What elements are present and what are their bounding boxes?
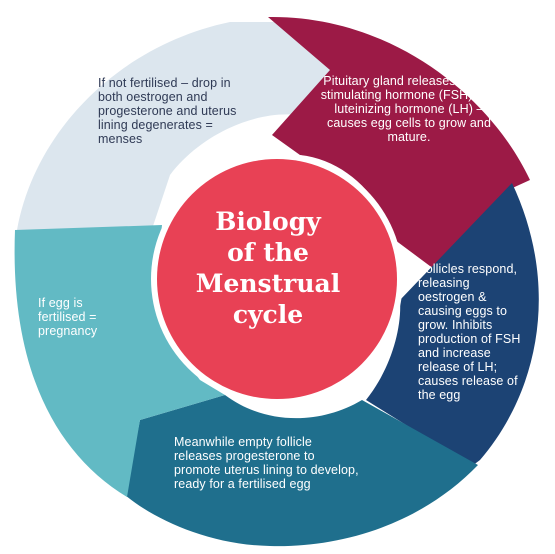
- center-disc: [157, 159, 397, 399]
- segment-not-fertilised: [17, 22, 345, 235]
- not-fertilised-text: If not fertilised – drop in both oestrog…: [98, 76, 237, 146]
- pituitary-gland-text: Pituitary gland releases follicle stimul…: [320, 74, 498, 144]
- segment-pituitary-gland: [268, 16, 530, 275]
- segment-meanwhile-progesterone: [125, 395, 478, 547]
- segment-follicles-respond: [366, 183, 539, 466]
- segment-egg-fertilised: [14, 225, 225, 497]
- meanwhile-progesterone-text: Meanwhile empty follicle releases proges…: [174, 435, 359, 491]
- center-title: Biology of the Menstrual cycle: [195, 207, 341, 329]
- egg-fertilised-text: If egg is fertilised = pregnancy: [38, 296, 98, 338]
- follicles-respond-text: Follicles respond, releasing oestrogen &…: [418, 262, 521, 402]
